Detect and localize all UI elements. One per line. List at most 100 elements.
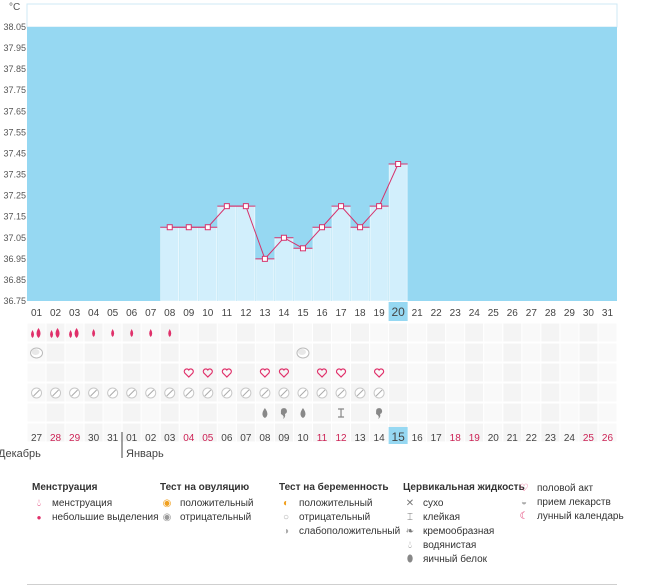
grid-cell — [235, 322, 256, 343]
grid-cell — [64, 402, 85, 423]
medication-pill-line — [204, 389, 212, 397]
grid-cell — [102, 362, 123, 383]
grid-cell — [445, 342, 466, 363]
grid-cell — [388, 362, 409, 383]
legend-other: ♡ половой акт ◒ прием лекарств ☾ лунный кал… — [517, 482, 624, 524]
grid-cell — [426, 402, 447, 423]
legend-cervical-item: клейкая — [423, 512, 461, 523]
menstruation-light-icon — [168, 329, 172, 337]
legend-menstruation-title: Менструация — [32, 482, 98, 493]
cycle-day-label: 05 — [202, 433, 214, 444]
intercourse-heart-icon — [259, 368, 270, 378]
legend-other-item: прием лекарств — [537, 497, 611, 508]
x-tick-label: 30 — [583, 308, 595, 319]
grid-cell — [350, 322, 371, 343]
x-tick-label: 08 — [164, 308, 176, 319]
grid-cell — [388, 342, 409, 363]
x-tick-label: 22 — [431, 308, 443, 319]
temperature-point — [395, 161, 402, 167]
x-tick-label: 25 — [488, 308, 500, 319]
temperature-point — [166, 224, 173, 231]
bottom-divider — [27, 584, 617, 585]
grid-cell — [578, 322, 599, 343]
grid-cell — [464, 402, 485, 423]
cervical-creamy-icon — [376, 408, 383, 419]
cycle-day-label: 24 — [564, 433, 576, 444]
cycle-day-label: 26 — [602, 433, 614, 444]
grid-cell — [483, 382, 504, 403]
x-tick-label: 18 — [355, 308, 367, 319]
legend-menstruation-item: менструация — [52, 498, 113, 509]
medication-pill-line — [166, 389, 174, 397]
temperature-bar — [179, 226, 199, 302]
x-tick-label: 16 — [316, 308, 328, 319]
grid-cell — [407, 342, 428, 363]
cycle-day-label: 01 — [126, 433, 138, 444]
medication-pill-line — [318, 389, 326, 397]
cycle-day-label: 07 — [240, 433, 252, 444]
medication-pill-icon: ◒ — [520, 497, 528, 508]
temperature-bar — [312, 226, 332, 302]
grid-cell — [559, 362, 580, 383]
plot-top-strip — [26, 3, 618, 28]
grid-cell — [45, 362, 66, 383]
temperature-bar — [160, 226, 180, 302]
legend-ovulation: Тест на овуляцию ◉ положительный ◉ отрицат… — [160, 482, 253, 525]
cycle-day-label: 18 — [450, 433, 462, 444]
cervical-watery-icon — [262, 408, 268, 418]
cycle-day-label: 19 — [469, 433, 481, 444]
temperature-bar — [217, 205, 237, 302]
grid-cell — [350, 362, 371, 383]
x-tick-label: 21 — [412, 308, 424, 319]
cycle-day-label: 22 — [526, 433, 538, 444]
grid-cell — [159, 362, 180, 383]
cycle-day-label: 23 — [545, 433, 557, 444]
x-tick-label: 04 — [88, 308, 100, 319]
menstruation-heavy-icon: 💧︎ — [37, 498, 41, 509]
grid-cell — [121, 402, 142, 423]
pregnancy-negative-icon: ○ — [282, 512, 290, 523]
grid-cell — [26, 402, 47, 423]
temperature-bar — [331, 205, 351, 302]
temperature-point — [261, 255, 268, 262]
medication-pill-line — [299, 389, 307, 397]
grid-cell — [216, 362, 237, 383]
grid-cell — [311, 362, 333, 383]
menstruation-heavy-icon — [74, 328, 79, 338]
y-tick-label: 37.45 — [3, 148, 26, 158]
grid-cell — [426, 382, 447, 403]
legend-ovulation-item: отрицательный — [180, 512, 252, 523]
cycle-day-label: 28 — [50, 433, 62, 444]
cycle-day-label: 06 — [221, 433, 233, 444]
grid-cell — [140, 342, 161, 363]
grid-cell — [159, 402, 180, 423]
grid-cell — [273, 362, 294, 383]
cycle-day-label: 16 — [412, 433, 424, 444]
legend-pregnancy-item: отрицательный — [299, 512, 371, 523]
grid-cell — [502, 382, 523, 403]
y-tick-label: 37.85 — [3, 64, 26, 74]
temperature-point — [204, 224, 211, 231]
x-axis-days: 01 02 03 04 05 06 07 08 09 10 11 12 13 14 15 16 17 18 19 20… — [31, 302, 613, 321]
legend-cervical-title: Цервикальная жидкость — [403, 482, 525, 493]
x-tick-label: 28 — [545, 308, 557, 319]
temperature-point — [299, 245, 306, 252]
temperature-bar — [198, 226, 218, 302]
cycle-day-label: 11 — [317, 433, 328, 444]
temperature-point — [185, 224, 192, 231]
grid-cell — [521, 362, 542, 383]
grid-cell — [540, 322, 561, 343]
grid-cell — [45, 402, 66, 423]
grid-cell — [521, 342, 542, 363]
grid-cell — [464, 382, 485, 403]
grid-cell — [197, 362, 218, 383]
intercourse-heart-icon — [335, 368, 347, 378]
grid-cell — [235, 342, 256, 363]
grid-cell — [121, 362, 142, 383]
intercourse-heart-icon — [221, 368, 232, 378]
intercourse-heart-icon — [316, 368, 328, 378]
grid-cell — [483, 362, 504, 383]
grid-cell — [311, 402, 333, 423]
grid-cell — [26, 322, 47, 343]
